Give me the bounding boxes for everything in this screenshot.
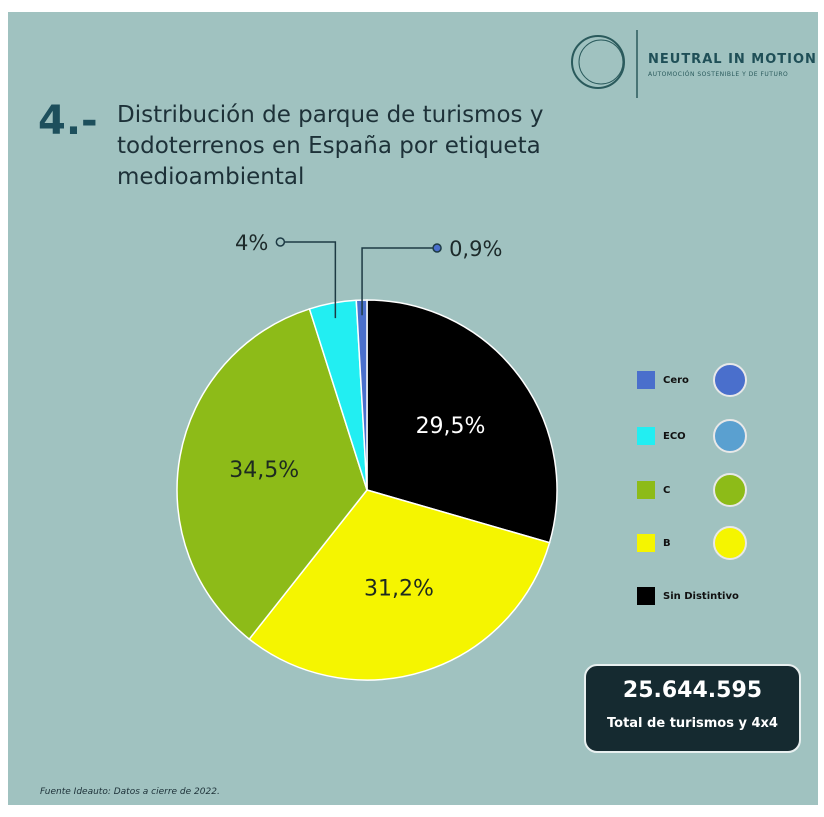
value-label: 0,9%: [449, 237, 502, 261]
leader-line: [361, 247, 438, 316]
total-label: Total de turismos y 4x4: [607, 716, 778, 731]
pie-slice: [366, 299, 558, 544]
logo-tagline: AUTOMOCIÓN SOSTENIBLE Y DE FUTURO: [648, 71, 789, 78]
legend-label: ECO: [663, 431, 686, 442]
value-label: 4%: [235, 231, 268, 255]
legend-swatch: [637, 534, 655, 552]
label-badge: [713, 473, 747, 507]
total-value: 25.644.595: [622, 678, 763, 703]
logo-ring: [571, 35, 625, 89]
source: Fuente Ideauto: Datos a cierre de 2022.: [40, 787, 220, 797]
legend-label: Sin Distintivo: [663, 591, 739, 602]
label-badge: [713, 419, 747, 453]
chart-title: Distribución de parque de turismos y tod…: [117, 102, 544, 190]
leader-dot: [432, 243, 442, 253]
logo-ring: [578, 39, 624, 85]
legend-swatch: [637, 427, 655, 445]
legend-swatch: [637, 587, 655, 605]
value-label: 31,2%: [364, 576, 434, 601]
total-box: [584, 664, 801, 753]
value-label: 29,5%: [416, 414, 486, 439]
legend-label: B: [663, 538, 671, 549]
legend-label: Cero: [663, 375, 689, 386]
leader-line: [280, 241, 337, 319]
value-label: 34,5%: [229, 458, 299, 483]
label-badge: [713, 363, 747, 397]
legend-swatch: [637, 371, 655, 389]
leader-dot: [275, 237, 286, 247]
logo-name: NEUTRAL IN MOTION: [648, 52, 817, 67]
label-badge: [713, 526, 747, 560]
section-number: 4.-: [38, 98, 98, 144]
legend-swatch: [637, 481, 655, 499]
pie-slice: [248, 489, 551, 681]
legend-label: C: [663, 485, 670, 496]
pie-slice: [176, 307, 368, 641]
